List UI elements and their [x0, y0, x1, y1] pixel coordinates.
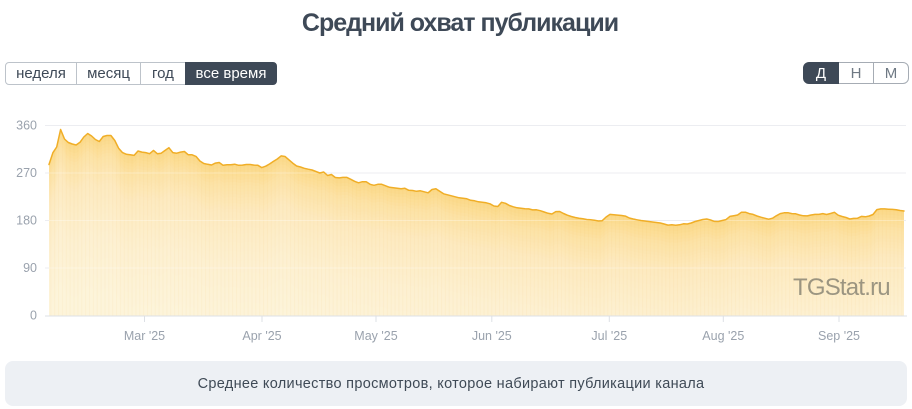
svg-text:Apr '25: Apr '25 — [242, 329, 281, 343]
svg-text:360: 360 — [16, 119, 37, 133]
svg-text:Mar '25: Mar '25 — [124, 329, 165, 343]
svg-text:Jul '25: Jul '25 — [591, 329, 627, 343]
svg-text:Sep '25: Sep '25 — [818, 329, 860, 343]
svg-text:TGStat.ru: TGStat.ru — [793, 274, 890, 301]
svg-text:Jun '25: Jun '25 — [472, 329, 512, 343]
svg-text:90: 90 — [23, 261, 37, 275]
svg-text:270: 270 — [16, 166, 37, 180]
svg-text:Aug '25: Aug '25 — [702, 329, 744, 343]
svg-text:0: 0 — [30, 309, 37, 323]
svg-text:180: 180 — [16, 214, 37, 228]
svg-text:May '25: May '25 — [354, 329, 397, 343]
